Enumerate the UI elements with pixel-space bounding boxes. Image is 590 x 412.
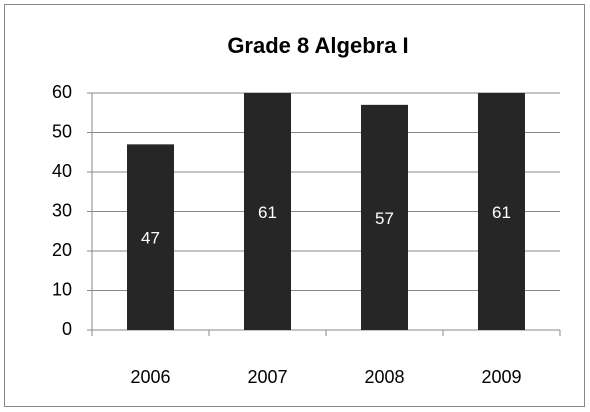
bar bbox=[361, 104, 408, 330]
x-tick-label: 2006 bbox=[130, 367, 170, 387]
y-tick-label: 20 bbox=[52, 240, 72, 260]
x-tick-label: 2009 bbox=[481, 367, 521, 387]
bar bbox=[127, 144, 174, 330]
bar bbox=[244, 93, 291, 330]
bar bbox=[478, 93, 525, 330]
y-tick-label: 0 bbox=[62, 319, 72, 339]
data-label: 61 bbox=[258, 203, 277, 222]
y-tick-label: 40 bbox=[52, 161, 72, 181]
y-tick-label: 10 bbox=[52, 279, 72, 299]
chart-title: Grade 8 Algebra I bbox=[227, 33, 408, 58]
bars bbox=[127, 93, 525, 330]
data-label: 47 bbox=[141, 229, 160, 248]
x-tick-label: 2008 bbox=[364, 367, 404, 387]
data-label: 61 bbox=[492, 203, 511, 222]
x-tick-label: 2007 bbox=[247, 367, 287, 387]
y-tick-label: 50 bbox=[52, 121, 72, 141]
y-tick-label: 60 bbox=[52, 82, 72, 102]
data-label: 57 bbox=[375, 209, 394, 228]
y-tick-label: 30 bbox=[52, 200, 72, 220]
